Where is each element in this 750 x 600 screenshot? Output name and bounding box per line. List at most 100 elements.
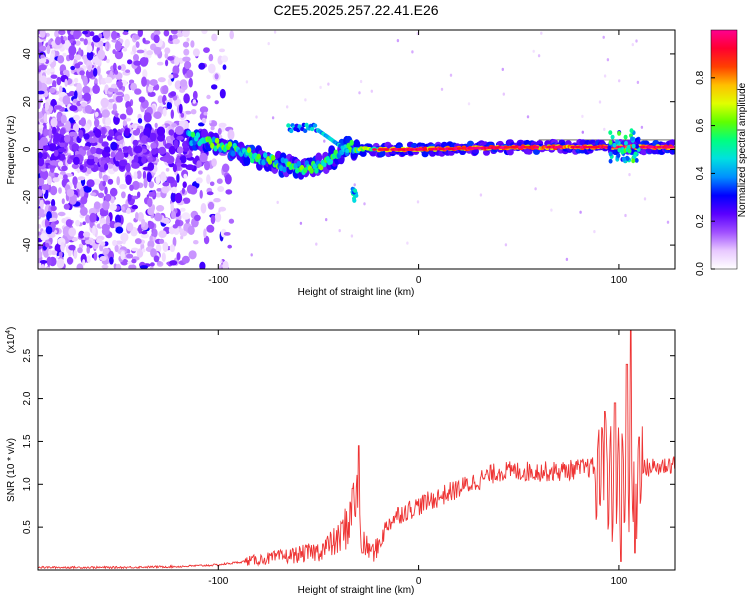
noise-cell [62,52,67,57]
noise-cell [186,184,194,194]
noise-cell [534,187,537,191]
noise-cell [156,61,164,66]
track-halo [506,149,514,156]
noise-cell [217,186,225,192]
snr-y-axis-label: SNR (10 * v/v) [6,438,17,502]
excursion-cell [616,153,621,159]
noise-cell [84,104,93,114]
track-core [227,141,233,148]
noise-cell [87,155,95,160]
noise-cell [124,39,130,48]
noise-cell [52,80,57,89]
track-halo [243,156,251,166]
track-peak [666,145,671,149]
track-peak [384,148,390,151]
noise-cell [119,184,127,190]
noise-cell [104,146,111,153]
noise-cell [327,82,330,86]
excursion-cell [631,158,636,164]
noise-cell [182,30,190,38]
noise-cell [137,30,143,37]
noise-cell [479,193,483,197]
heatmap-layer [38,30,675,269]
colorbar-tick-label: 0.2 [695,214,706,228]
noise-cell [125,69,131,73]
noise-cell [105,116,112,126]
upper-branch-cell [289,128,294,134]
noise-cell [155,192,162,198]
track-halo [359,150,367,157]
noise-cell [126,222,134,232]
excursion-cell [608,151,613,157]
noise-cell [39,260,48,264]
noise-cell [50,205,57,212]
track-core [319,164,324,171]
noise-cell [55,36,62,46]
track-peak [422,147,428,151]
snr-x-ticks: -100 0 100 [208,330,628,587]
noise-cell [581,114,584,118]
noise-cell [140,135,149,144]
noise-cell [504,243,508,247]
noise-cell [38,189,43,196]
noise-cell [286,105,289,109]
noise-cell [227,129,235,140]
noise-cell [77,176,86,181]
noise-cell [79,37,85,42]
excursion-cell [617,131,622,136]
noise-cell [44,200,51,206]
noise-cell [143,127,152,137]
noise-cell [108,98,115,103]
noise-cell [138,96,146,103]
noise-cell [194,214,201,222]
noise-cell [182,181,187,188]
noise-cell [43,113,48,123]
noise-cell [154,212,163,222]
noise-cell [86,246,90,254]
noise-cell [121,191,126,199]
noise-cell [603,74,607,78]
noise-cell [170,202,174,212]
noise-cell [350,234,354,238]
noise-cell [168,226,176,235]
noise-cell [132,139,139,146]
noise-cell [181,187,185,195]
noise-cell [228,218,235,224]
noise-cell [115,240,123,245]
track-peak [570,145,576,149]
noise-cell [176,252,181,261]
upper-branch-cell [312,123,318,128]
snr-series-line [38,330,675,570]
noise-cell [214,100,219,105]
noise-cell [115,95,123,103]
noise-cell [186,69,194,79]
track-peak [419,148,424,151]
noise-cell [68,227,77,237]
noise-cell [58,251,63,258]
noise-cell [69,194,77,205]
noise-cell [161,186,170,194]
noise-cell [83,38,88,46]
noise-cell [125,162,131,173]
noise-cell [267,42,270,46]
noise-cell [142,170,147,180]
noise-cell [63,134,71,143]
noise-cell [62,69,70,75]
noise-cell [304,98,307,102]
noise-cell [319,85,322,89]
noise-cell [131,258,137,264]
noise-cell [172,236,177,247]
track-core [349,139,354,146]
noise-cell [315,242,318,246]
noise-cell [176,135,184,141]
track-core [309,167,314,174]
track-peak [494,146,500,150]
noise-cell [602,35,605,39]
excursion-cell [627,148,632,154]
noise-cell [92,225,96,236]
noise-cell [271,116,275,120]
noise-cell [166,176,175,184]
track-core [195,132,201,139]
noise-cell [101,128,106,136]
noise-cell [353,183,356,187]
